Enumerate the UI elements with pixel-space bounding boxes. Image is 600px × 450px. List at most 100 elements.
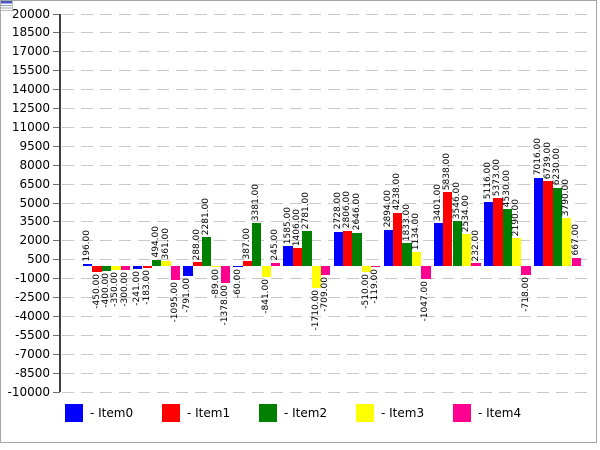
bar-value-label: 2190.00 — [511, 199, 522, 237]
y-axis-label: -7000 — [15, 346, 50, 361]
bar — [321, 266, 331, 275]
bar — [433, 223, 444, 266]
y-axis-label: 15500 — [11, 63, 50, 78]
bar-value-label: -300.00 — [119, 271, 130, 307]
bar — [571, 257, 581, 266]
y-axis-tick — [53, 315, 60, 317]
bar — [101, 266, 112, 272]
y-axis-label: 20000 — [11, 6, 50, 21]
bar-value-label: -1095.00 — [169, 281, 180, 323]
bar — [452, 221, 462, 266]
bar-value-label: -119.00 — [370, 269, 381, 305]
y-axis-tick — [53, 183, 60, 185]
bar — [502, 208, 512, 266]
gridline — [62, 202, 594, 204]
y-axis-label: 500 — [27, 252, 50, 267]
bar-value-label: -841.00 — [260, 278, 271, 314]
y-axis-label: 12500 — [11, 101, 50, 115]
bar — [83, 263, 93, 266]
y-axis-tick — [53, 353, 60, 355]
legend-label: - Item0 — [90, 406, 134, 420]
y-axis-tick — [53, 259, 60, 261]
y-axis-label: -8500 — [15, 365, 50, 380]
y-axis-tick — [53, 70, 60, 72]
bar — [393, 212, 403, 266]
bar-value-label: -791.00 — [182, 277, 193, 313]
window-icon[interactable] — [1, 1, 13, 11]
y-axis-tick — [53, 334, 60, 336]
y-axis-label: 11000 — [11, 119, 50, 134]
bar — [411, 251, 422, 266]
y-axis-tick — [53, 221, 60, 223]
bar — [220, 266, 231, 284]
bar — [443, 192, 453, 266]
y-axis-tick — [53, 391, 60, 393]
bar-value-label: 1134.00 — [411, 212, 421, 250]
gridline — [62, 353, 594, 355]
y-axis-tick — [53, 13, 60, 15]
y-axis-line — [59, 14, 61, 392]
bar-value-label: 196.00 — [82, 230, 93, 262]
bar — [533, 177, 544, 266]
gridline — [62, 183, 594, 185]
bar — [512, 238, 522, 266]
y-axis-label: -10000 — [7, 384, 50, 399]
bar-value-label: 361.00 — [160, 227, 171, 260]
legend-color-swatch — [259, 404, 277, 422]
gridline — [62, 297, 594, 298]
y-axis-tick — [53, 126, 60, 128]
legend-color-swatch — [356, 404, 374, 422]
bar — [270, 262, 281, 266]
legend: - Item0 - Item1 - Item2 - Item3 - Item4 — [65, 404, 550, 422]
bar — [211, 266, 221, 268]
gridline — [62, 32, 594, 34]
gridline — [62, 89, 594, 91]
y-axis-label: 8000 — [19, 157, 50, 172]
bar — [242, 261, 253, 266]
y-axis-label: -1000 — [15, 271, 50, 286]
legend-color-swatch — [453, 404, 471, 422]
legend-color-swatch — [65, 404, 83, 422]
bar — [142, 266, 152, 269]
bar — [111, 266, 121, 271]
bar-value-label: -60.00 — [232, 269, 243, 299]
bar-value-label: 2646.00 — [351, 193, 362, 231]
y-axis-tick — [53, 278, 60, 280]
y-axis-label: 14000 — [11, 82, 50, 97]
y-axis-label: 2000 — [19, 233, 50, 248]
gridline — [62, 259, 594, 261]
y-axis-tick — [53, 372, 60, 374]
bar — [333, 231, 343, 266]
gridline — [62, 51, 594, 53]
bar — [261, 266, 271, 277]
y-axis-label: 6500 — [19, 176, 50, 191]
bar — [283, 246, 293, 266]
bar — [183, 266, 193, 276]
y-axis-label: 5000 — [19, 195, 50, 210]
legend-item: - Item4 — [453, 404, 550, 422]
bar — [292, 248, 303, 266]
bar — [521, 266, 531, 276]
y-axis-tick — [53, 108, 60, 109]
bar — [192, 262, 202, 266]
y-axis-label: 17000 — [11, 44, 50, 59]
gridline — [62, 372, 594, 374]
bar — [543, 181, 553, 266]
gridline — [62, 126, 594, 128]
bar-value-label: -183.00 — [141, 270, 152, 306]
y-axis-label: 9500 — [19, 138, 50, 153]
y-axis-tick — [53, 89, 60, 91]
bar — [352, 232, 362, 266]
gridline — [62, 391, 594, 393]
bar — [161, 261, 171, 266]
bar — [371, 266, 381, 268]
bar — [483, 201, 494, 266]
bar — [170, 266, 181, 280]
bar — [202, 237, 212, 266]
gridline — [62, 221, 594, 223]
y-axis-tick — [53, 202, 60, 204]
y-axis-tick — [53, 297, 60, 298]
bar — [471, 263, 481, 266]
legend-label: - Item2 — [284, 406, 328, 420]
